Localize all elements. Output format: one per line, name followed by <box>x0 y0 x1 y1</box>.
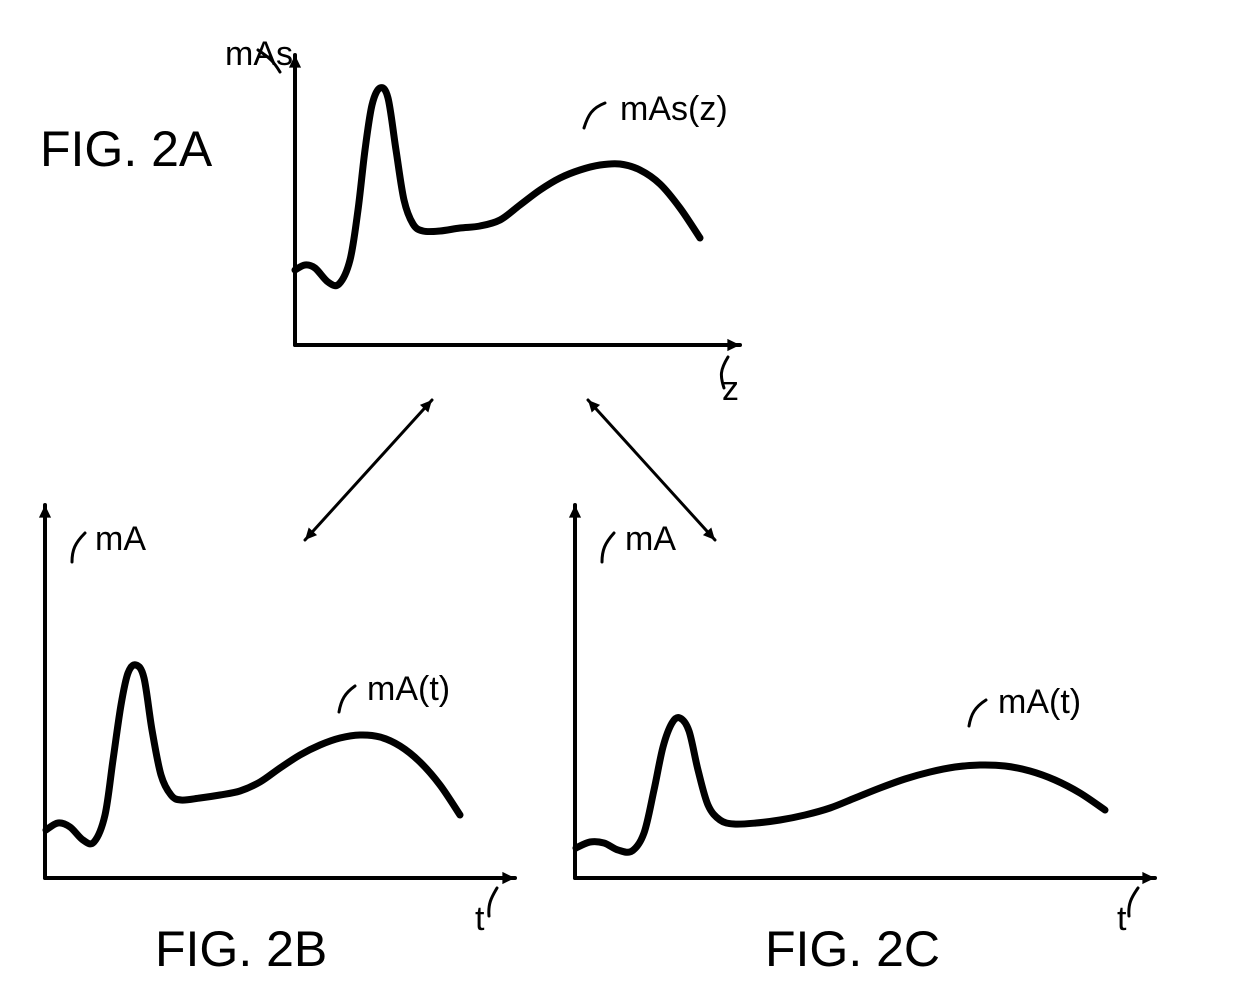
fig-c-x-label: t <box>1117 900 1126 939</box>
fig-a-curve-label: mAs(z) <box>620 90 728 129</box>
fig-b-y-label: mA <box>95 520 146 559</box>
fig-c-y-axis-arrowhead <box>569 505 581 518</box>
fig-c-y-label: mA <box>625 520 676 559</box>
fig-c-tick_to_y <box>602 533 614 562</box>
fig-b-label: FIG. 2B <box>155 920 327 978</box>
fig-b-tick_to_curve <box>339 686 355 712</box>
fig-b-y-axis-arrowhead <box>39 505 51 518</box>
fig-b-tick_to_x <box>489 888 497 916</box>
connector-right-line <box>588 400 715 540</box>
fig-b-x-label: t <box>475 900 484 939</box>
fig-c-label: FIG. 2C <box>765 920 940 978</box>
fig-b-tick_to_y <box>72 533 85 562</box>
fig-c-tick_to_curve <box>969 700 986 726</box>
fig-a-y-label: mAs <box>225 35 293 74</box>
fig-a-tick_to_curve <box>584 103 605 128</box>
fig-b-x-axis-arrowhead <box>502 872 515 884</box>
fig-c-tick_to_x <box>1129 888 1138 916</box>
fig-c-curve-label: mA(t) <box>998 683 1081 722</box>
fig-a-x-label: z <box>722 370 739 409</box>
fig-a-label: FIG. 2A <box>40 120 212 178</box>
fig-c-x-axis-arrowhead <box>1142 872 1155 884</box>
connector-left-line <box>305 400 432 540</box>
fig-c-curve <box>576 718 1105 853</box>
fig-a-x-axis-arrowhead <box>727 339 740 351</box>
fig-b-curve-label: mA(t) <box>367 670 450 709</box>
